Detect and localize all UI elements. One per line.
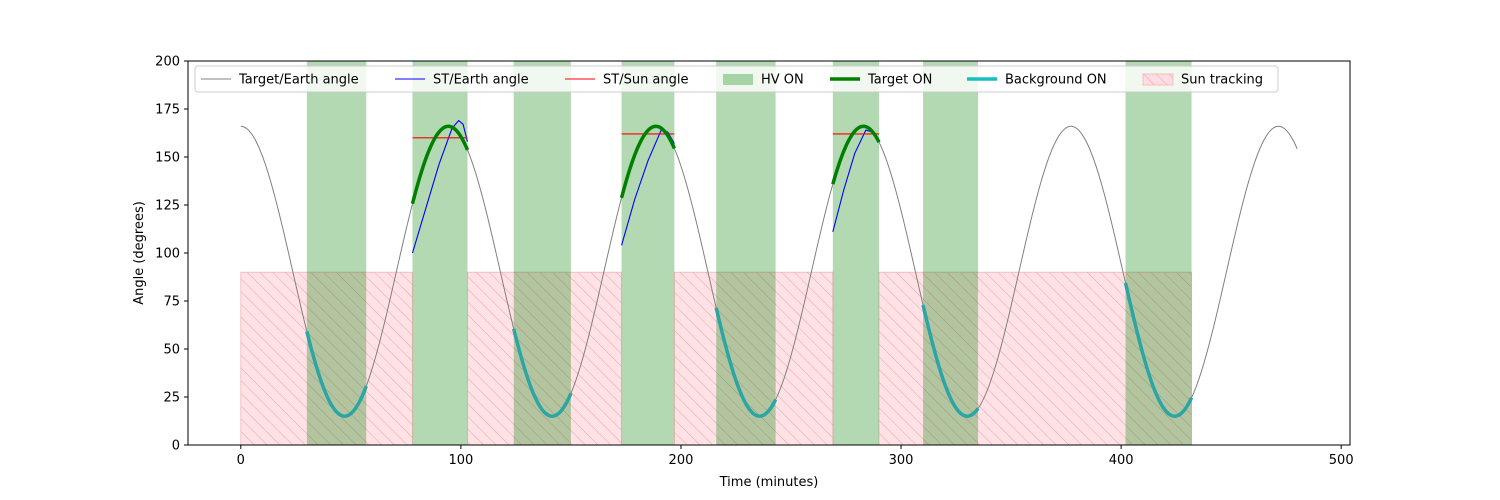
sun-tracking-hatch-2 [673, 271, 834, 445]
legend-label-hv-on: HV ON [761, 73, 804, 88]
x-tick-label-100: 100 [448, 453, 473, 468]
legend-label-sun-tracking: Sun tracking [1181, 73, 1263, 88]
sun-tracking-hatch-3 [878, 271, 1192, 445]
legend-label-st-earth-angle: ST/Earth angle [433, 73, 529, 88]
y-tick-label-175: 175 [155, 103, 180, 118]
x-tick-label-200: 200 [669, 453, 694, 468]
background-on-segment-4 [1123, 282, 1194, 418]
background-on-segment-3 [921, 304, 980, 418]
y-tick-label-200: 200 [155, 55, 180, 70]
legend-box [194, 65, 1279, 93]
legend-label-background-on: Background ON [1005, 73, 1107, 88]
legend-swatch-hatch-sun-tracking [1143, 74, 1173, 85]
sun-tracking-hatch-0 [240, 271, 413, 445]
sun-tracking-hatch-1 [467, 271, 622, 445]
y-tick-label-50: 50 [163, 343, 180, 358]
background-on-segment-2 [714, 307, 778, 418]
target-on-segment-0 [410, 124, 470, 205]
y-tick-label-0: 0 [172, 439, 180, 454]
hv-on-band-0 [306, 61, 367, 445]
hv-on-band-6 [923, 61, 979, 445]
legend-label-target-on: Target ON [867, 73, 932, 88]
legend-label-target-earth-angle: Target/Earth angle [238, 73, 359, 88]
axes: 0 100 200 300 400 500 0 25 50 75 100 125 150 175 200 [155, 55, 1353, 469]
x-tick-label-500: 500 [1329, 453, 1354, 468]
target-on-segment-2 [831, 124, 881, 185]
x-tick-label-400: 400 [1109, 453, 1134, 468]
hv-on-band-5 [832, 61, 880, 445]
x-axis-label: Time (minutes) [719, 475, 819, 490]
legend-swatch-hv-on [723, 74, 753, 85]
hv-on-band-3 [621, 61, 675, 445]
background-on-segment-0 [305, 330, 368, 418]
y-tick-label-150: 150 [155, 151, 180, 166]
plot-area [240, 61, 1298, 445]
y-tick-label-100: 100 [155, 247, 180, 262]
target-on-segment-1 [619, 124, 676, 199]
x-tick-label-300: 300 [889, 453, 914, 468]
hv-on-band-4 [716, 61, 776, 445]
y-tick-label-25: 25 [163, 391, 180, 406]
y-tick-label-75: 75 [163, 295, 180, 310]
y-tick-label-125: 125 [155, 199, 180, 214]
hv-on-band-2 [513, 61, 571, 445]
hv-on-band-7 [1125, 61, 1192, 445]
hv-on-band-1 [412, 61, 468, 445]
x-tick-label-0: 0 [237, 453, 245, 468]
legend-label-st-sun-angle: ST/Sun angle [603, 73, 689, 88]
legend: Target/Earth angle ST/Earth angle ST/Sun a… [194, 65, 1279, 93]
background-on-segment-1 [512, 328, 573, 418]
y-axis-label: Angle (degrees) [132, 201, 147, 305]
